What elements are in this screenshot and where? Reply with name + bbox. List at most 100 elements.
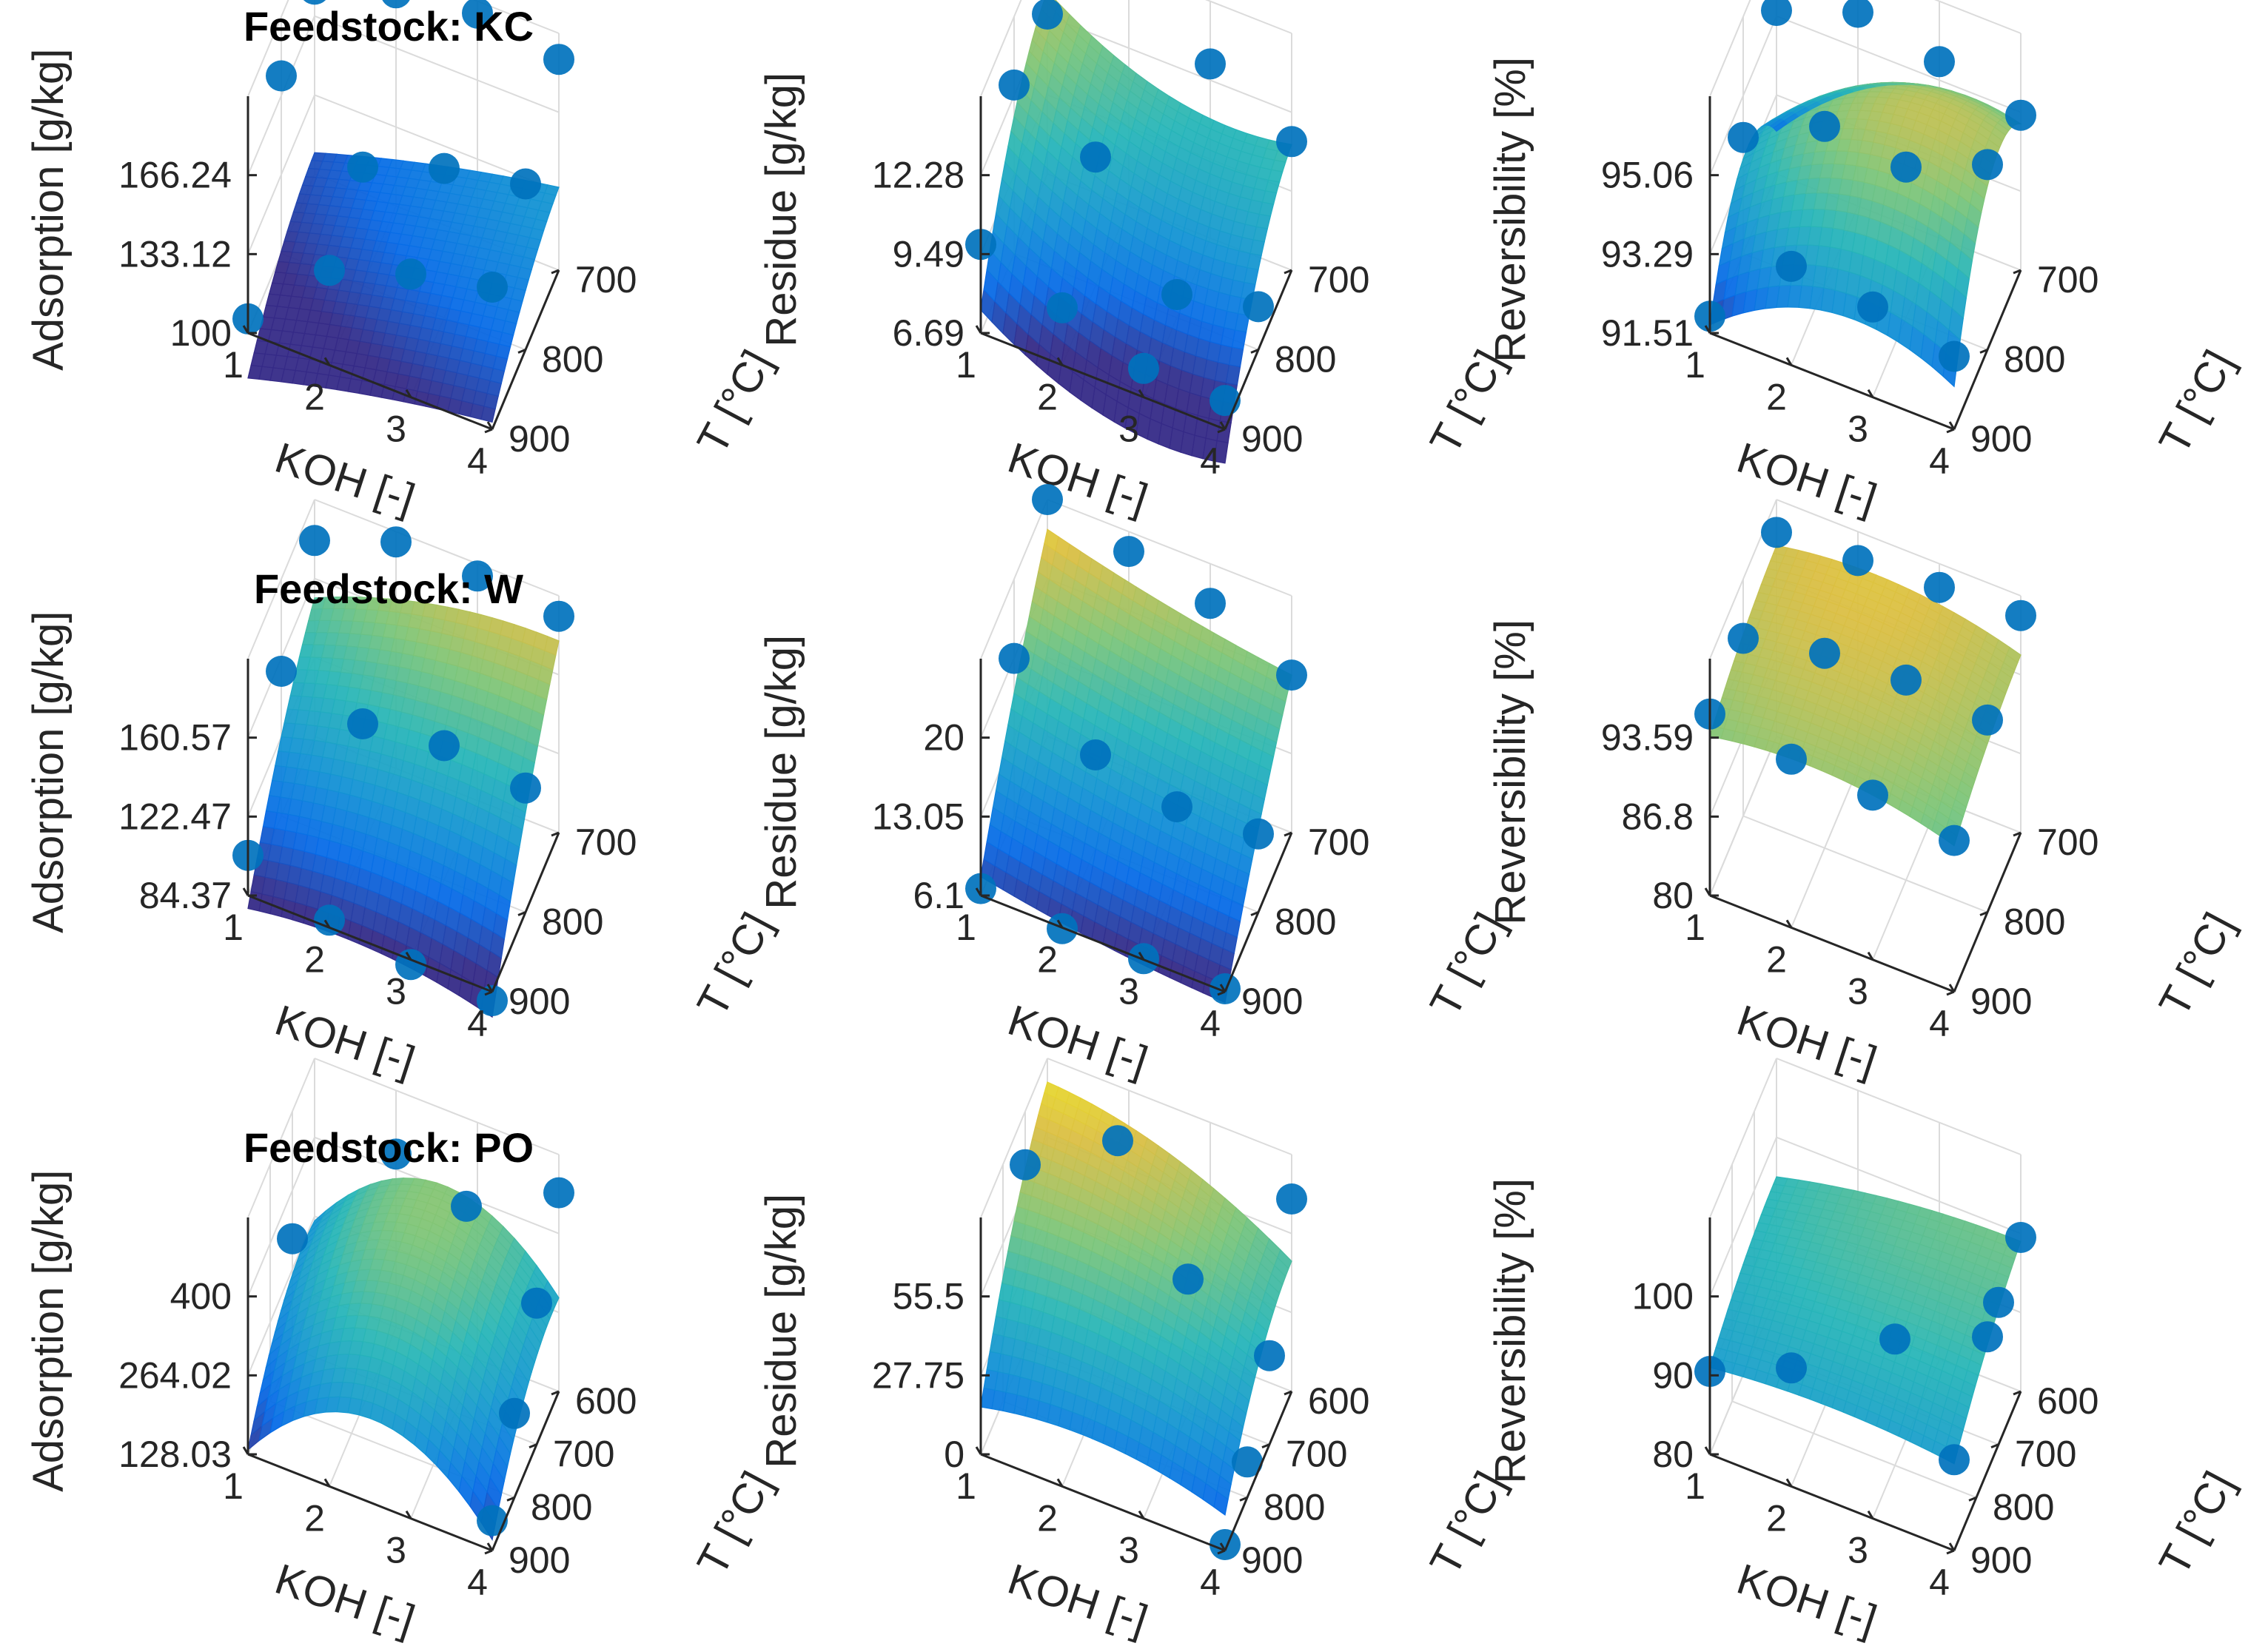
z-tick-label: 27.75 [872,1354,964,1396]
x-tick-label: 3 [386,409,406,450]
data-point [1761,0,1792,27]
y-tick-label: 800 [2004,339,2065,380]
y-axis-label: T [°C] [688,905,782,1024]
x-tick-label: 4 [1929,1562,1950,1603]
x-tick-label: 4 [1200,1562,1221,1603]
data-point [1195,48,1226,80]
z-tick-label: 13.05 [872,796,964,837]
z-axis-label: Reversibility [%] [1486,1178,1534,1484]
data-point [1032,0,1063,30]
x-tick-label: 3 [1848,409,1868,450]
data-point [1972,1321,2003,1353]
data-point [1210,1529,1241,1560]
x-tick-label: 1 [1685,1465,1705,1507]
y-tick-label: 800 [542,339,603,380]
data-point [1276,1183,1307,1215]
data-point [1128,352,1159,384]
chart-title: Feedstock: KC [244,3,534,50]
z-tick-label: 20 [923,717,964,759]
surface [1709,545,2022,847]
z-axis-label: Residue [g/kg] [757,73,805,347]
y-axis-label: T [°C] [688,1464,782,1583]
x-tick-label: 2 [1766,938,1787,980]
x-tick-label: 3 [386,1530,406,1571]
x-tick-label: 3 [1118,409,1139,450]
z-tick-label: 86.8 [1622,796,1694,837]
z-tick-label: 6.69 [893,312,964,354]
data-point [2005,1222,2036,1253]
data-point [451,1190,482,1222]
y-tick-label: 700 [575,259,637,300]
data-points [1694,517,2036,856]
x-tick-label: 1 [1685,907,1705,948]
x-tick-label: 3 [386,971,406,1012]
data-point [1924,46,1955,78]
axes [1704,96,2022,434]
x-axis-line [980,894,1226,993]
data-point [266,656,297,687]
x-tick-label: 1 [956,344,976,386]
data-point [510,772,541,804]
axes [1704,659,2022,996]
data-point [543,600,574,632]
z-tick-label: 9.49 [893,233,964,275]
z-tick-label: 264.02 [118,1354,232,1396]
data-point [1972,704,2003,736]
z-axis-label: Reversibility [%] [1486,619,1534,925]
data-points [277,1138,574,1536]
data-point [1809,110,1840,142]
data-point [303,0,326,5]
x-tick-label: 4 [467,1562,488,1603]
data-point [477,985,508,1017]
x-tick-label: 4 [467,440,488,482]
y-tick-label: 900 [1970,1539,2032,1581]
z-tick-label: 400 [170,1276,232,1317]
x-tick-label: 1 [956,1465,976,1507]
z-tick-label: 100 [170,312,232,354]
x-tick-label: 1 [223,1465,244,1507]
data-point [1761,517,1792,548]
data-point [1254,1340,1285,1371]
data-point [1232,1446,1263,1478]
data-point [999,69,1030,101]
y-axis-line [1953,1391,2022,1551]
data-point [1080,141,1111,173]
x-tick-label: 2 [304,376,325,417]
data-point [1032,484,1063,515]
z-tick-label: 0 [944,1434,964,1475]
data-point [1890,664,1922,696]
y-axis-label: T [°C] [2150,1464,2244,1583]
axes [242,1217,560,1555]
y-tick-label: 900 [1970,981,2032,1022]
z-tick-label: 90 [1652,1354,1694,1396]
axes [242,96,560,434]
data-point [314,255,345,286]
data-points [232,525,574,1017]
x-tick-label: 1 [223,907,244,948]
data-point [347,151,378,183]
data-point [462,0,493,29]
data-point [1857,779,1888,811]
x-axis-line [247,894,493,993]
y-axis-label: T [°C] [688,343,782,462]
surface [1709,81,2023,388]
surface [247,1178,560,1541]
data-point [1939,824,1970,856]
axes [975,1217,1293,1555]
y-tick-label: 900 [1241,981,1303,1022]
data-point [1776,743,1807,775]
z-axis-label: Reversibility [%] [1486,57,1534,363]
data-point [521,1287,552,1319]
z-tick-label: 80 [1652,1434,1694,1475]
x-tick-label: 3 [1848,971,1868,1012]
z-tick-label: 91.51 [1601,312,1694,354]
data-point [1080,739,1111,770]
data-point [2005,599,2036,631]
y-tick-label: 600 [1308,1380,1369,1422]
